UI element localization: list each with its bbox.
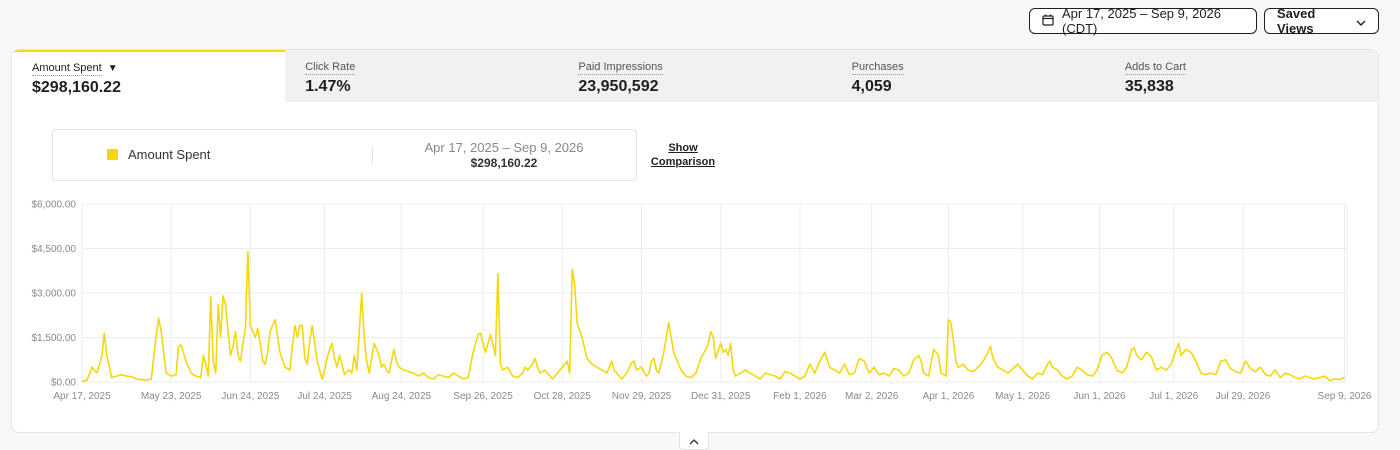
x-tick-label: Sep 9, 2026	[1318, 391, 1372, 402]
tab-label: Purchases	[851, 61, 904, 75]
y-axis: $0.00 $1,500.00 $3,000.00 $4,500.00 $6,000.0…	[32, 200, 77, 389]
y-tick-label: $6,000.00	[32, 200, 77, 211]
tab-value: $298,160.22	[32, 79, 121, 96]
metrics-card: Amount Spent ▼ $298,160.22 Click Rate 1.4…	[11, 49, 1379, 433]
date-range-button[interactable]: Apr 17, 2025 – Sep 9, 2026 (CDT)	[1029, 6, 1257, 36]
x-tick-label: Apr 17, 2025	[53, 391, 111, 402]
legend-swatch	[107, 149, 118, 160]
top-toolbar: Apr 17, 2025 – Sep 9, 2026 (CDT) Saved V…	[1029, 6, 1379, 36]
metric-tabs: Amount Spent ▼ $298,160.22 Click Rate 1.4…	[12, 50, 1378, 102]
date-range-label: Apr 17, 2025 – Sep 9, 2026 (CDT)	[1062, 6, 1222, 36]
x-tick-label: Sep 26, 2025	[453, 391, 513, 402]
chevron-down-icon	[1356, 14, 1366, 29]
chart-grid	[81, 203, 1348, 383]
legend-date-range: Apr 17, 2025 – Sep 9, 2026	[424, 140, 584, 155]
x-tick-label: Oct 28, 2025	[534, 391, 592, 402]
legend-total: $298,160.22	[470, 156, 538, 170]
y-tick-label: $1,500.00	[32, 333, 77, 344]
tab-label: Paid Impressions	[578, 61, 663, 75]
caret-down-icon[interactable]: ▼	[107, 63, 118, 74]
chevron-up-icon	[689, 432, 699, 450]
show-comparison-link[interactable]: Show Comparison	[650, 142, 716, 168]
x-tick-label: Jun 24, 2025	[221, 391, 279, 402]
legend-divider	[372, 147, 373, 164]
legend-summary: Amount Spent Apr 17, 2025 – Sep 9, 2026 …	[52, 129, 637, 181]
tab-value: 35,838	[1124, 78, 1174, 95]
calendar-icon	[1042, 14, 1054, 29]
y-tick-label: $3,000.00	[32, 289, 77, 300]
legend-series-name: Amount Spent	[128, 147, 211, 162]
x-tick-label: Jul 24, 2025	[297, 391, 352, 402]
x-tick-label: May 23, 2025	[141, 391, 202, 402]
y-tick-label: $0.00	[51, 378, 76, 389]
collapse-button[interactable]	[679, 432, 709, 450]
tab-amount-spent[interactable]: Amount Spent ▼ $298,160.22	[12, 50, 286, 102]
tab-label: Amount Spent	[32, 62, 102, 76]
line-chart: $0.00 $1,500.00 $3,000.00 $4,500.00 $6,000.0…	[32, 200, 1372, 403]
saved-views-label: Saved Views	[1277, 6, 1316, 36]
tab-value: 1.47%	[305, 78, 351, 95]
x-tick-label: Mar 2, 2026	[845, 391, 899, 402]
x-tick-label: Jun 1, 2026	[1073, 391, 1126, 402]
x-tick-label: Dec 31, 2025	[691, 391, 751, 402]
tab-label: Click Rate	[305, 61, 356, 75]
x-tick-label: Apr 1, 2026	[923, 391, 975, 402]
series-line-amount-spent	[81, 250, 1345, 383]
tab-value: 4,059	[851, 78, 892, 95]
tab-paid-impressions[interactable]: Paid Impressions 23,950,592	[558, 50, 831, 102]
x-axis: Apr 17, 2025 May 23, 2025 Jun 24, 2025 Jul …	[53, 391, 1372, 402]
x-tick-label: Jul 1, 2026	[1149, 391, 1198, 402]
tab-label: Adds to Cart	[1124, 61, 1186, 75]
x-tick-label: May 1, 2026	[995, 391, 1050, 402]
tab-value: 23,950,592	[578, 78, 659, 95]
tab-purchases[interactable]: Purchases 4,059	[832, 50, 1105, 102]
x-tick-label: Nov 29, 2025	[612, 391, 672, 402]
y-tick-label: $4,500.00	[32, 244, 77, 255]
saved-views-button[interactable]: Saved Views	[1264, 6, 1379, 36]
tab-click-rate[interactable]: Click Rate 1.47%	[285, 50, 558, 102]
x-tick-label: Feb 1, 2026	[773, 391, 827, 402]
x-tick-label: Aug 24, 2025	[372, 391, 432, 402]
x-tick-label: Jul 29, 2026	[1216, 391, 1271, 402]
tab-adds-to-cart[interactable]: Adds to Cart 35,838	[1105, 50, 1378, 102]
